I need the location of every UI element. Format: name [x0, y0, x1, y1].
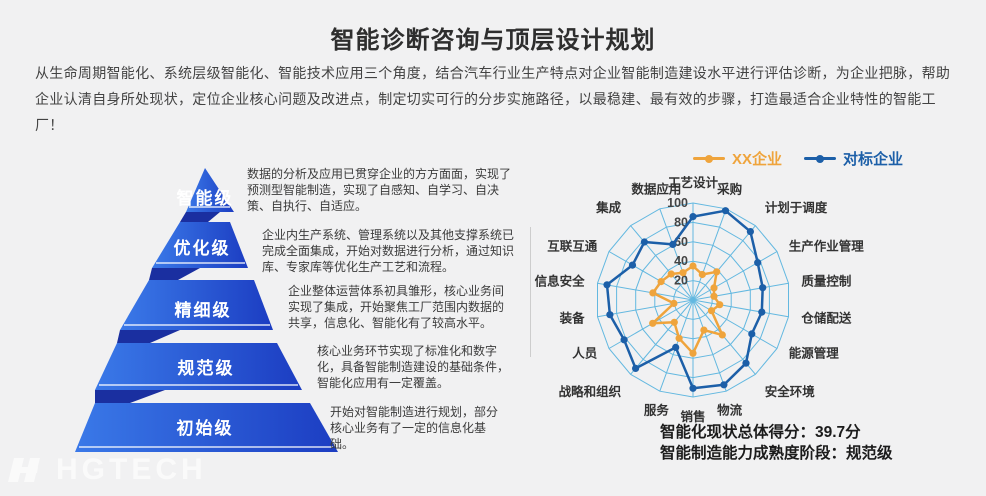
svg-text:工艺设计: 工艺设计	[668, 175, 719, 190]
svg-text:80: 80	[674, 215, 688, 229]
summary-stage: 智能制造能力成熟度阶段：规范级	[660, 445, 893, 462]
svg-text:数据应用: 数据应用	[630, 182, 681, 197]
svg-text:销售: 销售	[680, 409, 705, 424]
pyramid-level-standard: 规范级	[95, 343, 302, 390]
radar-legend: XX企业 对标企业	[693, 148, 903, 169]
svg-text:40: 40	[674, 254, 688, 268]
level-description-refined: 企业整体运营体系初具雏形，核心业务间实现了集成，开始聚焦工厂范围内数据的共享，信…	[288, 284, 505, 330]
pyramid-level-initial: 初始级	[75, 403, 338, 452]
watermark: HGTECH	[8, 450, 207, 490]
pyramid-level-label: 精细级	[175, 300, 232, 320]
legend-label: XX企业	[732, 151, 783, 168]
pyramid-level-refined: 精细级	[120, 280, 273, 330]
svg-text:服务: 服务	[644, 403, 670, 418]
svg-text:战略和组织: 战略和组织	[559, 384, 622, 399]
svg-text:计划于调度: 计划于调度	[765, 200, 828, 215]
svg-text:仓储配送: 仓储配送	[800, 311, 852, 326]
legend-line-marker	[693, 154, 725, 163]
page-title: 智能诊断咨询与顶层设计规划	[330, 27, 656, 54]
watermark-text: HGTECH	[56, 453, 207, 486]
svg-text:20: 20	[674, 274, 688, 288]
level-description-smart: 数据的分析及应用已贯穿企业的方方面面，实现了预测型智能制造，实现了自感知、自学习…	[247, 167, 512, 213]
svg-text:物流: 物流	[717, 403, 743, 418]
legend-label: 对标企业	[843, 151, 904, 168]
level-description-optimized: 企业内生产系统、管理系统以及其他支撑系统已完成全面集成，开始对数据进行分析，通过…	[262, 228, 515, 274]
pyramid-level-smart: 智能级	[177, 168, 234, 212]
hgtech-logo-icon	[8, 458, 40, 482]
pyramid-level-label: 智能级	[177, 188, 234, 208]
pyramid-fold	[95, 390, 165, 403]
pyramid-level-label: 规范级	[178, 358, 235, 378]
svg-text:采购: 采购	[716, 182, 742, 197]
summary-block: 智能化现状总体得分：39.7分 智能制造能力成熟度阶段：规范级	[660, 422, 893, 464]
section-divider	[530, 227, 531, 357]
pyramid-level-label: 优化级	[174, 238, 231, 258]
svg-text:信息安全: 信息安全	[535, 273, 586, 288]
svg-text:集成: 集成	[595, 200, 622, 215]
legend-dot-marker	[705, 154, 713, 163]
summary-score: 智能化现状总体得分：39.7分	[660, 424, 861, 441]
svg-text:互联互通: 互联互通	[547, 239, 598, 254]
legend-dot-marker	[816, 154, 825, 163]
legend-item-benchmark-company: 对标企业	[804, 148, 903, 169]
svg-text:质量控制: 质量控制	[801, 273, 851, 288]
pyramid-level-label: 初始级	[177, 418, 234, 438]
pyramid-fold	[149, 268, 200, 280]
svg-text:装备: 装备	[559, 311, 586, 326]
intro-text: 从生命周期智能化、系统层级智能化、智能技术应用三个角度，结合汽车行业生产特点对企…	[35, 65, 951, 133]
svg-text:能源管理: 能源管理	[789, 346, 840, 361]
svg-text:安全环境: 安全环境	[765, 384, 816, 399]
svg-text:生产作业管理: 生产作业管理	[789, 239, 865, 254]
radar-chart: 20 40 60 80 100 工艺设计 采购 计划于调度 生产作业管理 质量控制 仓储配送 能源管理…	[535, 172, 986, 434]
level-description-initial: 开始对智能制造进行规划，部分核心业务有了一定的信息化基础。	[330, 405, 499, 451]
pyramid-fold	[117, 330, 180, 343]
level-description-standard: 核心业务环节实现了标准化和数字化，具备智能制造建设的基础条件，智能化应用有一定覆…	[317, 344, 510, 390]
svg-text:100: 100	[667, 196, 688, 210]
pyramid-level-optimized: 优化级	[152, 222, 248, 268]
svg-text:人员: 人员	[572, 346, 598, 361]
legend-item-xx-company: XX企业	[693, 148, 782, 169]
pyramid-fold	[180, 212, 220, 222]
pyramid-diagram: 智能级 优化级 精细级 规范级 初始级	[70, 160, 360, 465]
legend-line-marker	[804, 154, 837, 163]
